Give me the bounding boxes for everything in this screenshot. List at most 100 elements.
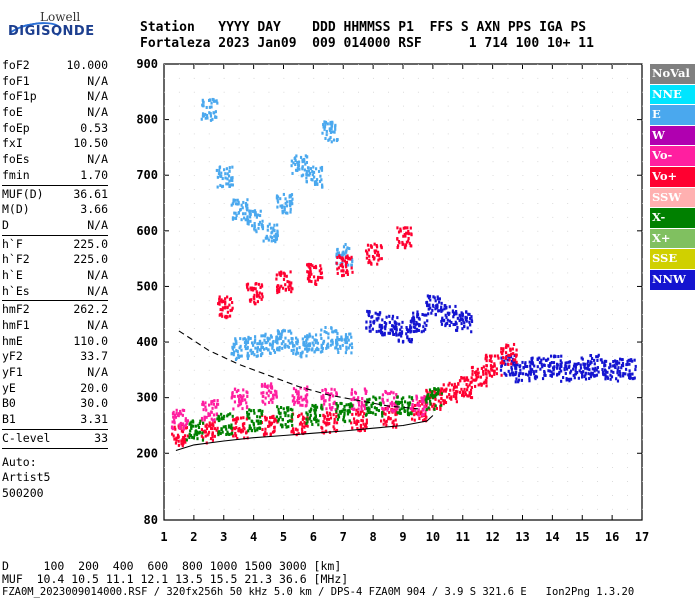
data-point (434, 299, 437, 303)
grid-dot (522, 328, 524, 329)
data-point (312, 165, 315, 169)
data-point (504, 356, 507, 360)
data-point (424, 327, 427, 331)
grid-dot (537, 481, 539, 482)
data-point (212, 424, 215, 428)
grid-dot (642, 314, 643, 316)
grid-dot (432, 453, 434, 455)
data-point (484, 378, 487, 382)
param-divider (2, 300, 108, 302)
grid-dot (403, 369, 404, 371)
grid-dot (417, 189, 419, 190)
data-point (229, 309, 232, 313)
data-point (315, 418, 318, 422)
grid-dot (193, 272, 195, 274)
grid-dot (328, 342, 330, 343)
data-point (462, 394, 466, 398)
data-point (376, 312, 379, 316)
data-point (421, 413, 425, 417)
param-row: C-level 33 (2, 431, 108, 447)
data-point (500, 373, 503, 377)
data-point (427, 406, 430, 410)
data-point (209, 426, 213, 430)
grid-dot (403, 439, 404, 441)
data-point (275, 395, 278, 399)
data-point (563, 368, 566, 372)
grid-dot (343, 355, 345, 357)
data-point (303, 425, 306, 429)
data-point (227, 182, 230, 186)
grid-dot (492, 328, 494, 329)
data-point (394, 326, 398, 330)
grid-dot (283, 508, 285, 510)
grid-dot (552, 119, 554, 121)
grid-dot (208, 91, 210, 93)
data-point (540, 358, 543, 362)
data-point (413, 319, 416, 323)
data-point (258, 214, 262, 218)
data-point (319, 174, 322, 178)
data-point (326, 422, 329, 426)
data-point (295, 390, 298, 394)
data-point (437, 387, 440, 391)
data-point (262, 239, 265, 243)
data-point (370, 245, 373, 249)
data-point (502, 347, 505, 351)
data-point (455, 389, 458, 393)
data-point (314, 266, 318, 270)
data-point (484, 354, 488, 358)
data-point (315, 282, 318, 286)
data-point (332, 413, 335, 417)
grid-dot (208, 300, 210, 302)
data-point (472, 378, 475, 382)
data-point (284, 345, 287, 349)
grid-dot (178, 300, 180, 302)
data-point (360, 418, 363, 422)
param-row: yF1 N/A (2, 365, 108, 381)
grid-dot (253, 508, 255, 510)
data-point (213, 427, 217, 431)
data-point (269, 226, 273, 230)
data-point (383, 333, 386, 337)
data-point (586, 362, 589, 366)
data-point (189, 421, 192, 425)
grid-dot (388, 425, 389, 427)
data-point (364, 413, 368, 417)
grid-dot (223, 369, 225, 371)
data-point (265, 416, 268, 420)
data-point (507, 369, 510, 373)
data-point (375, 249, 378, 253)
data-point (298, 400, 301, 404)
data-point (336, 256, 339, 260)
grid-dot (238, 258, 240, 260)
data-point (275, 337, 278, 341)
data-point (346, 246, 349, 250)
grid-dot (164, 203, 165, 204)
data-point (415, 327, 418, 331)
grid-dot (283, 494, 285, 496)
grid-dot (477, 105, 479, 107)
grid-dot (238, 64, 240, 65)
data-point (409, 411, 412, 415)
data-point (231, 176, 234, 180)
data-point (467, 312, 470, 316)
data-point (465, 310, 468, 314)
data-point (452, 315, 455, 319)
grid-dot (522, 494, 524, 496)
grid-dot (477, 481, 479, 482)
data-point (454, 304, 457, 308)
grid-dot (164, 342, 165, 343)
data-point (323, 421, 326, 425)
data-point (366, 309, 369, 313)
grid-dot (164, 314, 165, 316)
grid-dot (507, 272, 509, 274)
grid-dot (642, 481, 643, 482)
data-point (179, 425, 182, 429)
data-point (236, 198, 239, 202)
data-point (234, 358, 238, 362)
data-point (301, 424, 304, 428)
data-point (276, 223, 279, 227)
data-point (322, 341, 325, 345)
data-point (243, 337, 246, 341)
data-point (415, 320, 418, 324)
